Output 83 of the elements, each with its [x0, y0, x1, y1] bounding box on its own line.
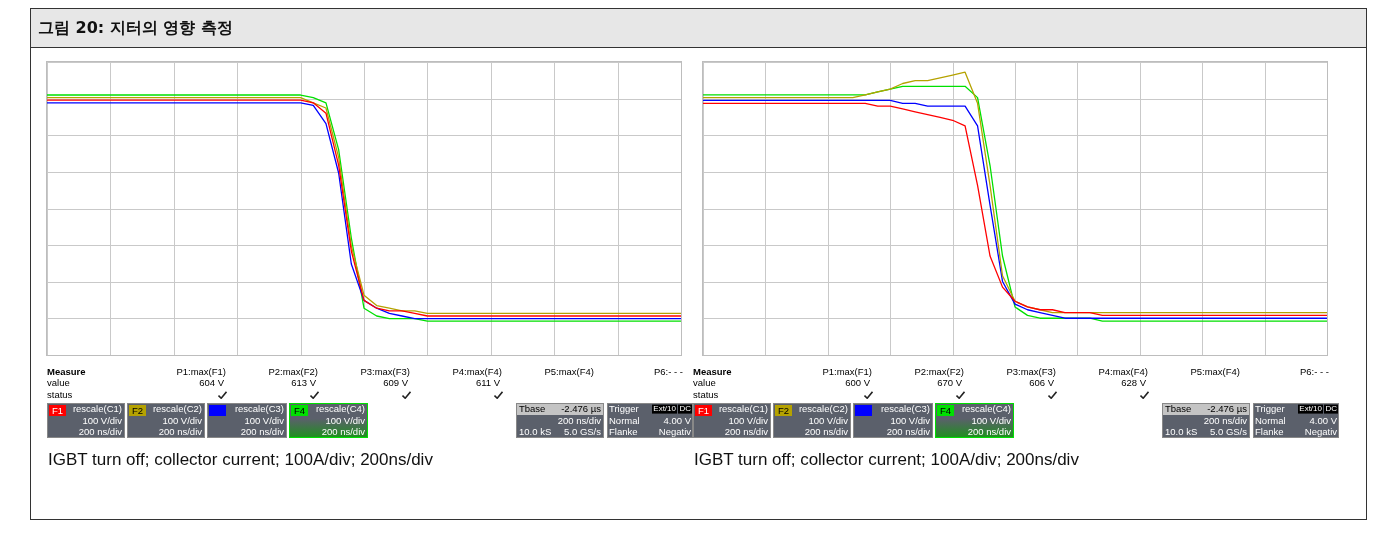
text: Ext/10 — [652, 403, 677, 414]
text: Normal — [609, 414, 640, 426]
text: Negativ — [1304, 425, 1337, 438]
text: 4.00 V — [663, 414, 691, 426]
text: status — [693, 388, 719, 401]
text: 4.00 V — [1309, 414, 1337, 426]
text: 200 ns/div — [1203, 414, 1247, 426]
text: Trigger — [1255, 402, 1285, 415]
text: rescale(C2) — [798, 402, 848, 415]
text: P5:max(F4) — [544, 365, 594, 377]
text: F2 — [129, 405, 146, 416]
text: 5.0 GS/s — [564, 425, 601, 438]
text: rescale(C1) — [72, 402, 122, 415]
text: -2.476 µs — [561, 402, 601, 415]
text: rescale(C2) — [152, 402, 202, 415]
text: P6:- - - — [653, 365, 683, 377]
text: F4 — [937, 405, 954, 416]
text: F2 — [775, 405, 792, 416]
text: P2:max(F2) — [268, 365, 318, 377]
text: 100 V/div — [244, 414, 284, 426]
text: P2:max(F2) — [914, 365, 964, 377]
text: 100 V/div — [728, 414, 768, 426]
text: 100 V/div — [325, 414, 365, 426]
text: 100 V/div — [82, 414, 122, 426]
text: P5:max(F4) — [1190, 365, 1240, 377]
text: 200 ns/div — [804, 425, 848, 438]
text: Ext/10 — [1298, 403, 1323, 414]
text: Normal — [1255, 414, 1286, 426]
text: IGBT turn off; collector current; 100A/div; 200ns/div — [48, 449, 433, 470]
text: rescale(C4) — [961, 402, 1011, 415]
text: Flanke — [1255, 425, 1284, 438]
text: P1:max(F1) — [822, 365, 872, 377]
text: F1 — [49, 405, 66, 416]
text: 606 V — [1029, 376, 1054, 389]
text: Negativ — [658, 425, 691, 438]
text: 604 V — [199, 376, 224, 389]
text: DC — [1324, 403, 1338, 414]
text: F1 — [695, 405, 712, 416]
text: rescale(C1) — [718, 402, 768, 415]
text: Measure — [693, 365, 732, 377]
text: 600 V — [845, 376, 870, 389]
text: 5.0 GS/s — [1210, 425, 1247, 438]
text: 200 ns/div — [724, 425, 768, 438]
text: Tbase — [519, 402, 546, 415]
text: 100 V/div — [890, 414, 930, 426]
text: P6:- - - — [1299, 365, 1329, 377]
text: 10.0 kS — [1165, 425, 1198, 438]
text: F4 — [291, 405, 308, 416]
text: 613 V — [291, 376, 316, 389]
text: 200 ns/div — [240, 425, 284, 438]
text: 670 V — [937, 376, 962, 389]
text: -2.476 µs — [1207, 402, 1247, 415]
text: 100 V/div — [971, 414, 1011, 426]
text: status — [47, 388, 73, 401]
text: IGBT turn off; collector current; 100A/div; 200ns/div — [694, 449, 1079, 470]
text: P3:max(F3) — [1006, 365, 1056, 377]
text: 200 ns/div — [557, 414, 601, 426]
text: 100 V/div — [808, 414, 848, 426]
text: DC — [678, 403, 692, 414]
text: 200 ns/div — [158, 425, 202, 438]
text: rescale(C3) — [234, 402, 284, 415]
text: 628 V — [1121, 376, 1146, 389]
text: 200 ns/div — [78, 425, 122, 438]
text: P3:max(F3) — [360, 365, 410, 377]
text: Tbase — [1165, 402, 1192, 415]
text: P4:max(F4) — [1098, 365, 1148, 377]
text: 100 V/div — [162, 414, 202, 426]
text: 611 V — [475, 376, 500, 389]
text: 200 ns/div — [886, 425, 930, 438]
chart-title: 그림 20: 지터의 영향 측정 — [38, 17, 233, 39]
text: Measure — [47, 365, 86, 377]
text: Flanke — [609, 425, 638, 438]
text: 200 ns/div — [967, 425, 1011, 438]
text: value — [693, 376, 716, 389]
text: P1:max(F1) — [176, 365, 226, 377]
text: 609 V — [383, 376, 408, 389]
text: 10.0 kS — [519, 425, 552, 438]
text: 200 ns/div — [321, 425, 365, 438]
text: Trigger — [609, 402, 639, 415]
text: P4:max(F4) — [452, 365, 502, 377]
text: value — [47, 376, 70, 389]
text: rescale(C3) — [880, 402, 930, 415]
text: rescale(C4) — [315, 402, 365, 415]
